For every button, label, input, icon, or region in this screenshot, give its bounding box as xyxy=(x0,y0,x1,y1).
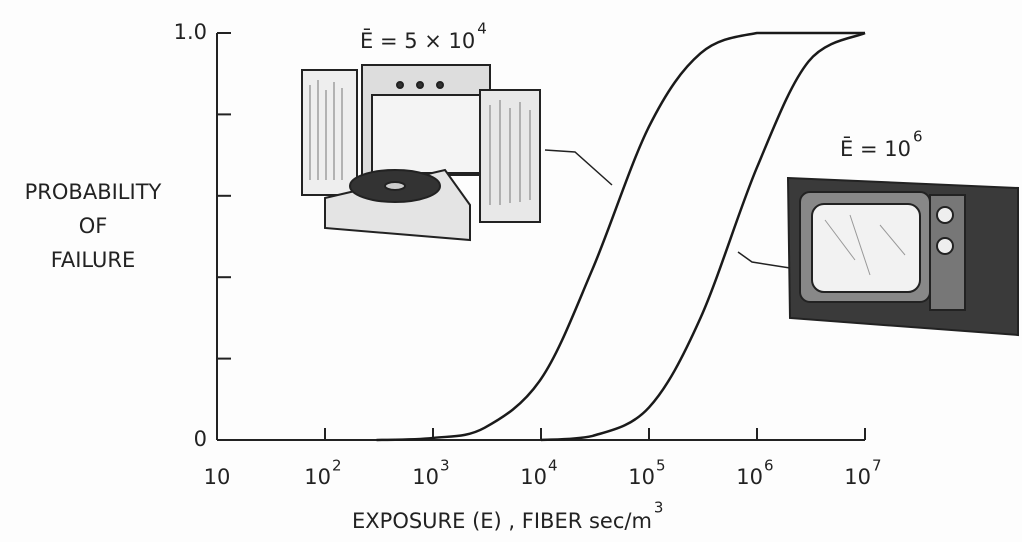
x-tick-label: 10 xyxy=(736,465,763,489)
annotation: Ē = 5 × 10 xyxy=(360,28,475,53)
x-tick-label: 10 xyxy=(520,465,547,489)
curve xyxy=(376,31,865,442)
y-axis-label: PROBABILITY xyxy=(25,180,162,204)
x-tick-label: 10 xyxy=(304,465,331,489)
y-axis-label: FAILURE xyxy=(51,248,136,272)
tv-illustration xyxy=(786,176,1019,337)
leader-line xyxy=(544,149,613,186)
annotation-exponent: 4 xyxy=(477,20,487,38)
x-tick-exponent: 4 xyxy=(548,457,558,475)
x-tick-exponent: 2 xyxy=(332,457,342,475)
curve xyxy=(540,31,866,442)
x-tick-label: 10 xyxy=(412,465,439,489)
x-tick-exponent: 6 xyxy=(764,457,774,475)
annotation-exponent: 6 xyxy=(913,128,923,146)
y-axis-label: OF xyxy=(79,214,108,238)
x-tick-label: 10 xyxy=(628,465,655,489)
leader-line xyxy=(737,251,791,269)
x-tick-label: 10 xyxy=(844,465,871,489)
x-tick-label: 10 xyxy=(204,465,231,489)
x-tick-exponent: 3 xyxy=(440,457,450,475)
x-tick-exponent: 5 xyxy=(656,457,666,475)
x-tick-exponent: 7 xyxy=(872,457,882,475)
x-axis-label: EXPOSURE (E) , FIBER sec/m xyxy=(352,509,652,533)
stereo-illustration xyxy=(301,64,541,242)
annotation: Ē = 10 xyxy=(840,136,911,161)
y-tick-label: 1.0 xyxy=(174,20,207,44)
x-axis-label-exponent: 3 xyxy=(654,499,664,517)
y-tick-label: 0 xyxy=(194,427,207,451)
